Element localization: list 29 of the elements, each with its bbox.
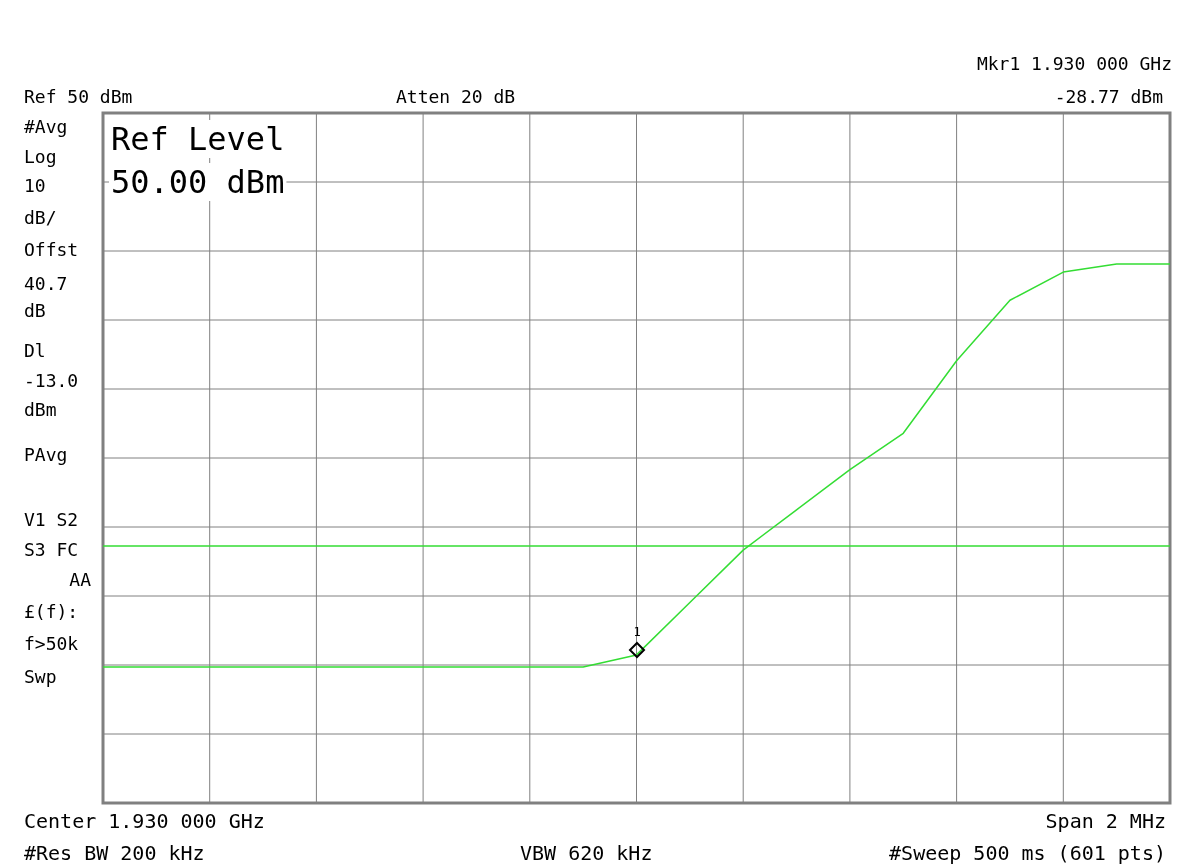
- annotation: 1: [633, 625, 641, 639]
- text: 40.7: [24, 273, 68, 294]
- text: dBm: [24, 399, 57, 420]
- text: Center 1.930 000 GHz: [24, 809, 265, 833]
- text: Swp: [24, 666, 57, 687]
- text: Log: [24, 146, 57, 167]
- text: -13.0: [24, 370, 79, 391]
- text: #Avg: [24, 116, 68, 137]
- text: Mkr1 1.930 000 GHz: [976, 53, 1172, 74]
- text: VBW 620 kHz: [520, 841, 653, 865]
- text: S3 FC: [24, 539, 79, 560]
- text: Ref 50 dBm: [24, 86, 133, 107]
- text: 10: [24, 175, 46, 196]
- text: #Sweep 500 ms (601 pts): [889, 841, 1166, 865]
- text: Atten 20 dB: [396, 86, 516, 107]
- text: f>50k: [24, 633, 79, 654]
- text: £(f):: [24, 601, 79, 622]
- text: Ref Level: [111, 120, 285, 158]
- text: Offst: [24, 239, 79, 260]
- text: AA: [69, 569, 92, 590]
- text: Dl: [24, 340, 46, 361]
- text: dB/: [24, 207, 57, 228]
- text: dB: [24, 300, 46, 321]
- text: Span 2 MHz: [1045, 809, 1166, 833]
- text: V1 S2: [24, 509, 79, 530]
- text: -28.77 dBm: [1054, 86, 1163, 107]
- text: 50.00 dBm: [111, 163, 285, 201]
- text: PAvg: [24, 444, 68, 465]
- text: #Res BW 200 kHz: [24, 841, 205, 865]
